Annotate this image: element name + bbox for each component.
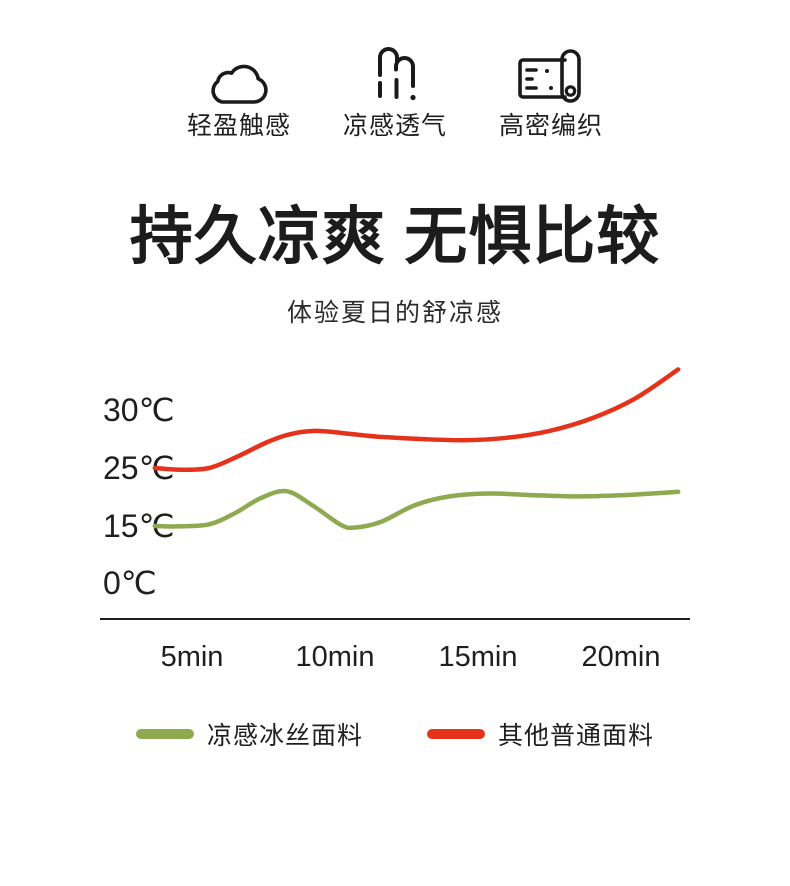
cloud-icon — [206, 42, 272, 106]
feature-label: 轻盈触感 — [186, 112, 291, 140]
feature-item-light-touch: 轻盈触感 — [184, 42, 294, 140]
x-tick-label: 10min — [296, 641, 375, 673]
steam-icon — [367, 42, 423, 106]
fabric-roll-icon — [516, 42, 586, 106]
legend-swatch-red — [427, 729, 485, 739]
page-title: 持久凉爽 无惧比较 — [129, 202, 661, 272]
feature-item-breathable: 凉感透气 — [340, 42, 450, 140]
chart-legend: 凉感冰丝面料 其他普通面料 — [0, 716, 790, 752]
series-line-0 — [152, 488, 681, 531]
x-tick-label: 15min — [439, 641, 518, 673]
y-tick-label: 30℃ — [103, 392, 175, 428]
series-line-1 — [152, 367, 681, 472]
feature-item-weave: 高密编织 — [496, 42, 606, 140]
legend-item-ordinary-fabric: 其他普通面料 — [427, 716, 654, 752]
x-tick-label: 20min — [582, 641, 661, 673]
product-detail-page: 轻盈触感 凉感透气 — [0, 0, 790, 752]
feature-row: 轻盈触感 凉感透气 — [0, 0, 790, 140]
legend-label: 其他普通面料 — [498, 722, 655, 750]
feature-label: 高密编织 — [498, 112, 603, 140]
temperature-comparison-chart: 30℃ 25℃ 15℃ 0℃ 5min 10min 15min 20min — [0, 348, 790, 688]
legend-swatch-green — [135, 729, 194, 739]
x-tick-label: 5min — [161, 641, 224, 673]
legend-item-cool-fabric: 凉感冰丝面料 — [135, 716, 363, 752]
feature-label: 凉感透气 — [342, 112, 447, 140]
legend-label: 凉感冰丝面料 — [206, 722, 363, 750]
page-subtitle: 体验夏日的舒凉感 — [286, 299, 503, 327]
y-tick-label: 0℃ — [103, 565, 157, 601]
